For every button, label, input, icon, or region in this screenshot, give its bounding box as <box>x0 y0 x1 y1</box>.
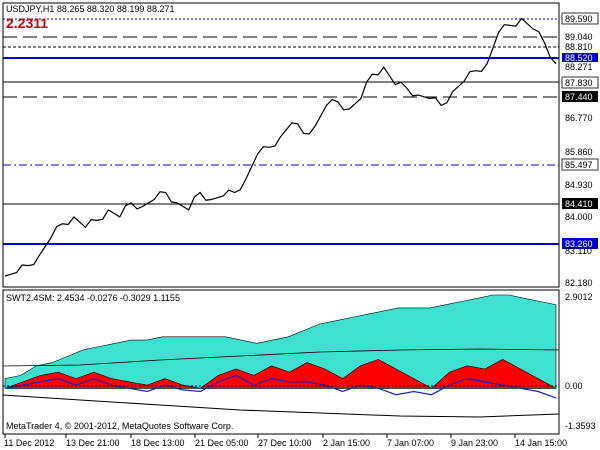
indicator-mid-line <box>2 348 560 367</box>
indicator-axis-max: 2.9012 <box>565 292 593 302</box>
indicator-header: SWT2.4SM: 2.4534 -0.0276 -0.3029 1.1155 <box>6 293 180 303</box>
indicator-axis-zero: 0.00 <box>565 381 583 391</box>
indicator-axis: 2.9012 0.00 -1.3593 <box>565 292 596 431</box>
svg-text:87.440: 87.440 <box>565 92 593 102</box>
price-label-88520: 88.520 <box>562 53 598 63</box>
indicator-axis-min: -1.3593 <box>565 421 596 431</box>
price-label-88271: 88.271 <box>562 62 598 72</box>
svg-text:85.497: 85.497 <box>565 160 593 170</box>
price-label-82180: 82.180 <box>565 278 593 288</box>
indicator-blue-line <box>4 374 557 399</box>
price-label-83260: 83.260 <box>562 238 598 249</box>
indicator-lower-line <box>2 394 560 418</box>
symbol-header: USDJPY,H1 88.265 88.320 88.199 88.271 <box>6 4 174 14</box>
price-label-89590: 89.590 <box>561 12 599 25</box>
time-label-6: 7 Jan 07:00 <box>387 438 434 448</box>
time-axis[interactable]: 11 Dec 2012 13 Dec 21:00 18 Dec 13:00 21… <box>4 434 567 448</box>
indicator-panel-frame <box>2 289 560 435</box>
svg-text:89.040: 89.040 <box>565 32 593 42</box>
indicator-red-area <box>4 359 557 389</box>
price-axis[interactable]: 89.590 89.040 88.810 88.520 88.271 87.83… <box>561 12 599 288</box>
price-label-84930: 84.930 <box>565 180 593 190</box>
price-label-87440: 87.440 <box>562 91 598 102</box>
time-label-7: 9 Jan 23:00 <box>451 438 498 448</box>
price-panel-frame <box>2 2 560 288</box>
price-label-84410: 84.410 <box>562 198 598 209</box>
price-label-86770: 86.770 <box>565 113 593 123</box>
big-value-text: 2.2311 <box>6 15 48 31</box>
price-label-85860: 85.860 <box>565 147 593 157</box>
price-label-83110: 83.110 <box>565 246 592 256</box>
svg-text:89.590: 89.590 <box>565 14 593 24</box>
indicator-area <box>2 294 560 418</box>
time-label-2: 18 Dec 13:00 <box>131 438 185 448</box>
price-series-line <box>4 17 557 277</box>
time-label-8: 14 Jan 15:00 <box>515 438 567 448</box>
svg-text:88.271: 88.271 <box>565 62 593 72</box>
svg-text:88.810: 88.810 <box>565 42 593 52</box>
price-label-84000: 84.000 <box>565 212 593 222</box>
price-label-89040: 89.040 <box>562 32 598 42</box>
time-label-3: 21 Dec 05:00 <box>195 438 249 448</box>
indicator-cyan-area <box>4 294 557 389</box>
svg-text:83.260: 83.260 <box>565 239 593 249</box>
price-label-87830: 87.830 <box>561 76 599 89</box>
time-label-4: 27 Dec 10:00 <box>258 438 312 448</box>
time-label-0: 11 Dec 2012 <box>4 438 54 448</box>
svg-text:84.410: 84.410 <box>565 199 593 209</box>
price-label-85497: 85.497 <box>561 158 599 171</box>
price-levels <box>3 18 559 245</box>
svg-text:88.520: 88.520 <box>565 53 593 63</box>
time-label-1: 13 Dec 21:00 <box>66 438 120 448</box>
copyright-text: MetaTrader 4, © 2001-2012, MetaQuotes So… <box>6 421 233 431</box>
svg-text:87.830: 87.830 <box>565 78 593 88</box>
time-label-5: 2 Jan 15:00 <box>323 438 370 448</box>
price-label-88810: 88.810 <box>562 42 598 52</box>
